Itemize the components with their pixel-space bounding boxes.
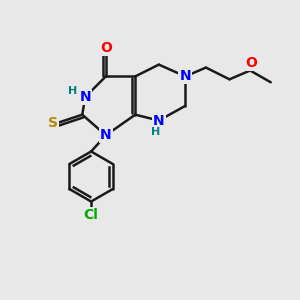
Text: N: N: [100, 128, 112, 142]
Text: H: H: [68, 85, 77, 95]
Text: Cl: Cl: [84, 208, 98, 222]
Text: N: N: [179, 69, 191, 83]
Text: S: S: [48, 116, 58, 130]
Text: O: O: [100, 40, 112, 55]
Text: N: N: [80, 90, 91, 104]
Text: H: H: [151, 127, 160, 137]
Text: O: O: [246, 56, 257, 70]
Text: N: N: [153, 114, 165, 128]
